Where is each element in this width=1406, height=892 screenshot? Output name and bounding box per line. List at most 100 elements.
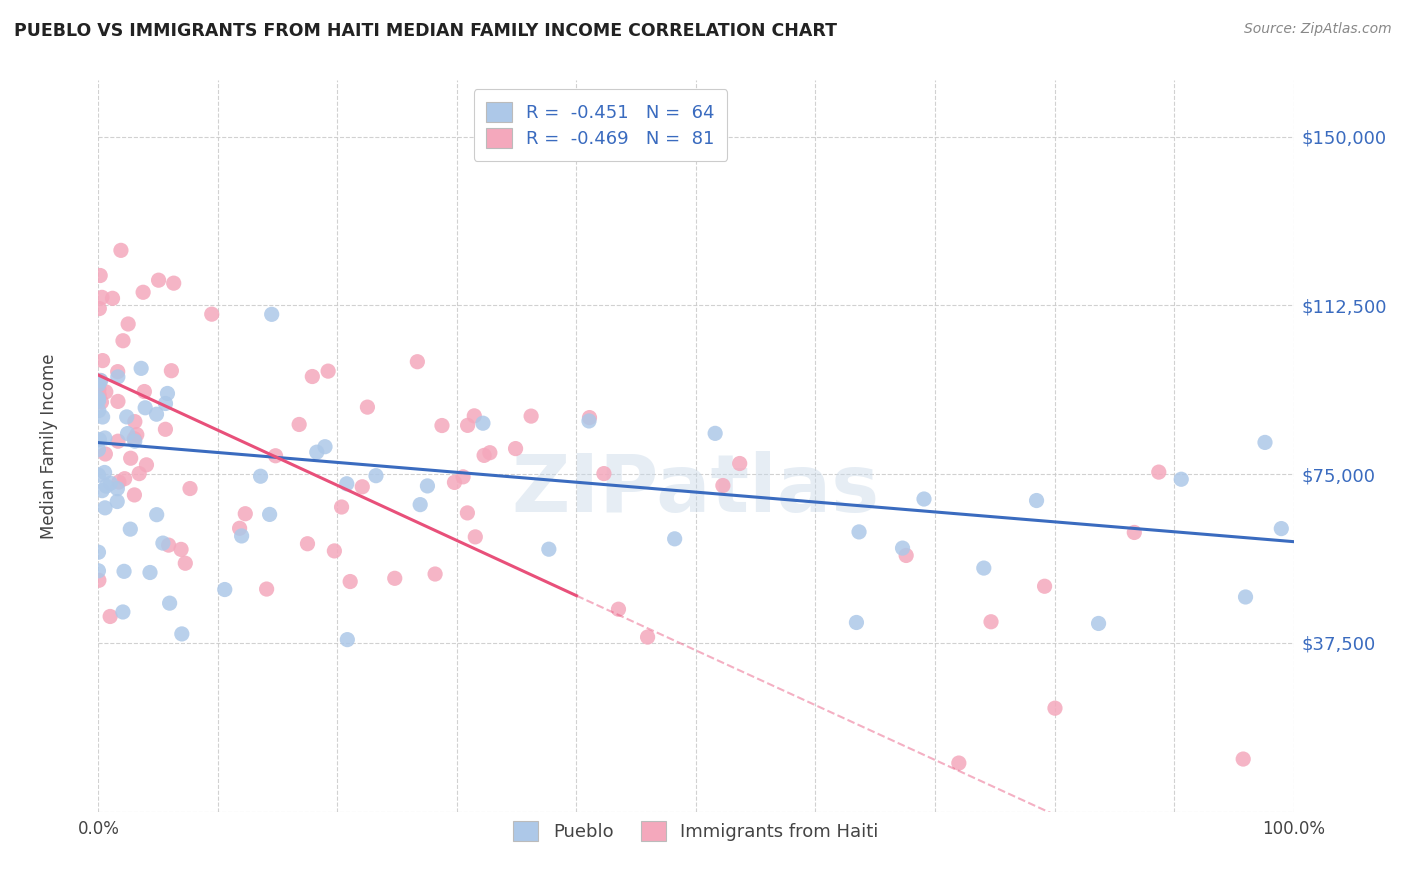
Point (323, 544, 346, 558)
Point (259, 508, 281, 522)
Point (105, 482, 128, 496)
Point (170, 542, 193, 557)
Point (423, 567, 446, 582)
Point (120, 451, 142, 466)
Point (114, 472, 136, 486)
Point (124, 434, 146, 449)
Point (1147, 465, 1170, 479)
Point (894, 549, 917, 563)
Point (152, 536, 174, 550)
Point (1270, 522, 1292, 536)
Point (1087, 616, 1109, 631)
Point (170, 627, 193, 641)
Point (111, 334, 134, 348)
Point (91, 409, 114, 424)
Point (264, 449, 287, 463)
Point (94, 447, 117, 461)
Point (1043, 701, 1066, 715)
Point (120, 522, 142, 536)
Point (1232, 752, 1254, 766)
Point (155, 396, 177, 410)
Point (1033, 579, 1056, 593)
Point (124, 415, 146, 429)
Point (464, 530, 486, 544)
Point (537, 542, 560, 557)
Point (135, 458, 157, 472)
Point (107, 370, 129, 384)
Point (451, 470, 474, 484)
Point (160, 364, 183, 378)
Point (125, 427, 148, 442)
Point (145, 508, 167, 522)
Point (288, 417, 311, 432)
Point (94, 431, 117, 445)
Point (98, 609, 121, 624)
Point (728, 457, 751, 471)
Point (89, 301, 111, 316)
Point (124, 432, 146, 446)
Point (301, 369, 323, 384)
Point (110, 244, 132, 258)
Point (101, 291, 124, 305)
Point (91, 290, 114, 304)
Point (87, 442, 110, 457)
Point (845, 615, 868, 630)
Point (406, 355, 429, 369)
Point (94, 500, 117, 515)
Point (87, 393, 110, 408)
Point (87, 382, 110, 396)
Point (117, 317, 139, 331)
Point (233, 507, 256, 521)
Point (94, 384, 117, 399)
Point (105, 494, 128, 508)
Point (364, 468, 387, 483)
Point (107, 394, 129, 409)
Point (115, 409, 138, 424)
Point (463, 409, 485, 423)
Point (352, 480, 374, 494)
Point (1234, 590, 1257, 604)
Point (201, 307, 224, 321)
Point (336, 632, 359, 647)
Point (457, 418, 479, 433)
Point (87, 392, 110, 406)
Point (578, 410, 600, 425)
Point (356, 400, 378, 414)
Point (478, 446, 501, 460)
Point (111, 605, 134, 619)
Point (89, 373, 111, 387)
Point (214, 582, 236, 597)
Text: PUEBLO VS IMMIGRANTS FROM HAITI MEDIAN FAMILY INCOME CORRELATION CHART: PUEBLO VS IMMIGRANTS FROM HAITI MEDIAN F… (14, 22, 837, 40)
Point (124, 488, 146, 502)
Point (134, 384, 156, 399)
Point (711, 478, 734, 492)
Legend: Pueblo, Immigrants from Haiti: Pueblo, Immigrants from Haiti (501, 809, 891, 854)
Text: ZIPatlas: ZIPatlas (512, 450, 880, 529)
Point (87, 377, 110, 392)
Point (91, 353, 114, 368)
Point (132, 285, 155, 300)
Point (384, 571, 406, 585)
Point (108, 475, 131, 489)
Point (443, 475, 465, 490)
Point (593, 467, 616, 481)
Point (1254, 435, 1277, 450)
Point (637, 630, 659, 644)
Point (505, 442, 527, 456)
Point (330, 500, 353, 514)
Point (409, 498, 432, 512)
Point (704, 426, 727, 441)
Point (891, 541, 914, 555)
Point (912, 491, 935, 506)
Point (163, 276, 186, 290)
Point (134, 401, 156, 415)
Point (155, 422, 177, 436)
Point (520, 409, 543, 423)
Point (316, 364, 339, 378)
Point (156, 386, 179, 401)
Point (980, 615, 1002, 629)
Point (174, 556, 197, 570)
Point (157, 538, 180, 552)
Point (148, 273, 170, 287)
Point (117, 426, 139, 441)
